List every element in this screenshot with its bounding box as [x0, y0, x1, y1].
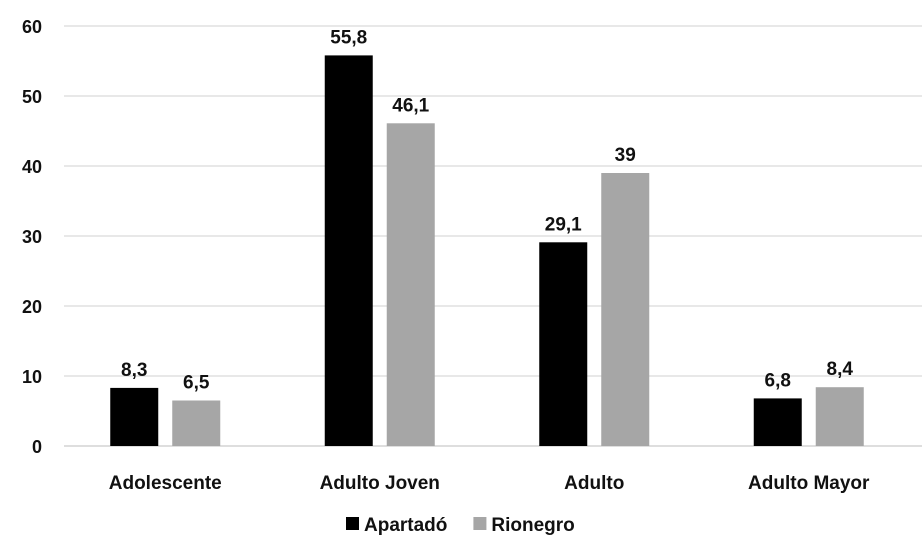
bar	[110, 387, 159, 446]
x-axis-categories: Adolescente Adulto Joven Adulto Adulto Mayo…	[109, 473, 870, 494]
legend-swatch	[473, 517, 487, 530]
legend-label: Rionegro	[491, 515, 574, 536]
gridlines	[64, 25, 922, 447]
y-tick-label: 0	[32, 437, 42, 457]
data-label: 29,1	[545, 214, 582, 235]
y-axis-ticks: 0 10 20 30 40 50 60	[22, 17, 42, 457]
x-category-label: Adolescente	[109, 473, 222, 494]
x-category-label: Adulto	[564, 473, 624, 494]
data-label: 46,1	[392, 95, 429, 116]
bar	[753, 398, 802, 446]
bar	[386, 123, 435, 447]
legend-label: Apartadó	[364, 515, 447, 536]
y-tick-label: 30	[22, 227, 42, 247]
data-label: 39	[615, 145, 636, 166]
data-label: 6,8	[765, 370, 791, 391]
data-label: 6,5	[183, 373, 210, 394]
bars	[110, 55, 864, 447]
data-label: 8,4	[827, 359, 854, 380]
data-labels: 8,3 6,5 55,8 46,1 29,1 39 6,8 8,4	[121, 27, 853, 393]
data-label: 55,8	[330, 27, 367, 48]
bar	[815, 387, 864, 446]
y-tick-label: 20	[22, 297, 42, 317]
y-tick-label: 10	[22, 367, 42, 387]
bar	[324, 55, 373, 447]
legend: Apartadó Rionegro	[346, 515, 575, 536]
bar	[172, 400, 221, 446]
y-tick-label: 50	[22, 87, 42, 107]
bar	[601, 173, 650, 446]
y-tick-label: 40	[22, 157, 42, 177]
legend-swatch	[346, 517, 359, 530]
data-label: 8,3	[121, 360, 147, 381]
x-category-label: Adulto Mayor	[748, 473, 870, 494]
x-category-label: Adulto Joven	[320, 473, 440, 494]
y-tick-label: 60	[22, 17, 42, 37]
bar	[539, 242, 588, 446]
